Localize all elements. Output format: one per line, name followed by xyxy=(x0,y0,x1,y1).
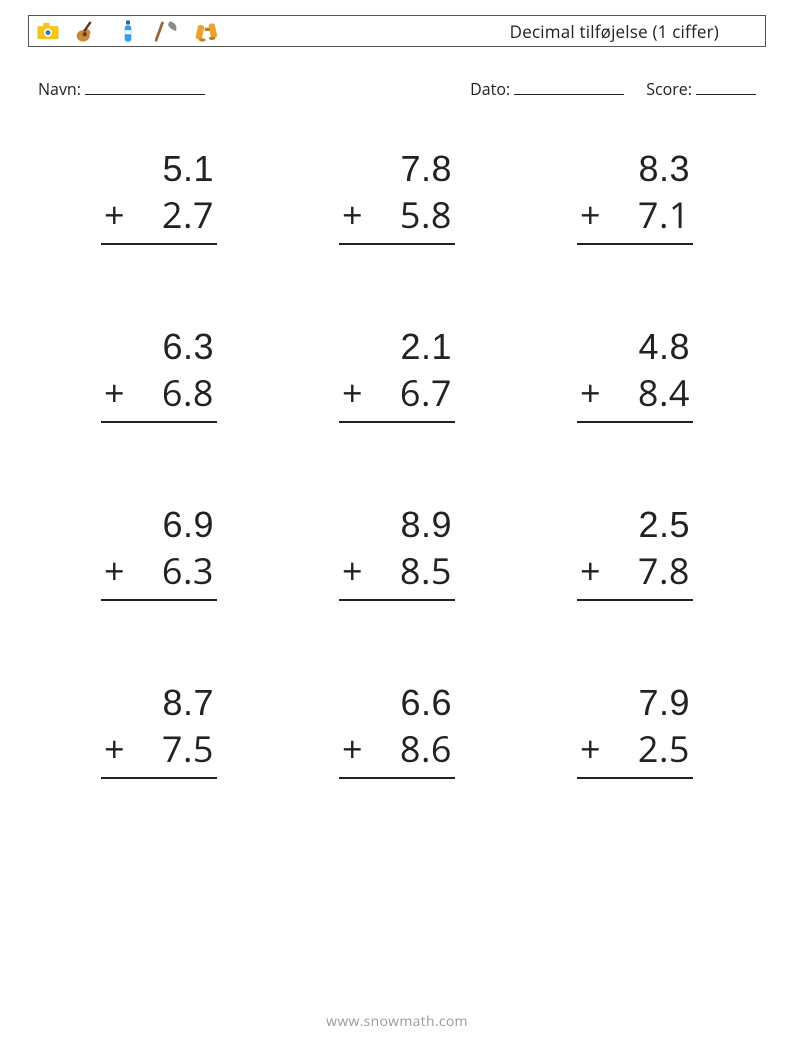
problem-addend-row: +7.1 xyxy=(580,190,690,239)
problem-bottom: 8.5 xyxy=(366,546,452,595)
score-blank[interactable] xyxy=(696,78,756,95)
problem-addend-row: +2.7 xyxy=(104,190,214,239)
plus-sign: + xyxy=(104,368,128,417)
name-blank[interactable] xyxy=(85,78,205,95)
binoculars-icon xyxy=(195,18,221,44)
problem: 8.3+7.1 xyxy=(536,140,734,300)
problem: 4.8+8.4 xyxy=(536,318,734,478)
problem-rule xyxy=(577,243,693,245)
header-bar: Decimal tilføjelse (1 ciffer) xyxy=(28,15,766,47)
problem-top: 4.8 xyxy=(580,326,690,368)
problem-addend-row: +6.7 xyxy=(342,368,452,417)
plus-sign: + xyxy=(580,190,604,239)
plus-sign: + xyxy=(342,724,366,773)
problem: 5.1+2.7 xyxy=(60,140,258,300)
problem-bottom: 8.4 xyxy=(604,368,690,417)
problem-rule xyxy=(339,599,455,601)
plus-sign: + xyxy=(342,190,366,239)
problem-rule xyxy=(101,243,217,245)
problem-bottom: 8.6 xyxy=(366,724,452,773)
problem-rule xyxy=(577,599,693,601)
plus-sign: + xyxy=(580,724,604,773)
problem: 6.6+8.6 xyxy=(298,674,496,834)
problem-bottom: 7.8 xyxy=(604,546,690,595)
problem-top: 6.3 xyxy=(104,326,214,368)
problem: 6.9+6.3 xyxy=(60,496,258,656)
camera-icon xyxy=(35,18,61,44)
plus-sign: + xyxy=(104,724,128,773)
problem: 7.9+2.5 xyxy=(536,674,734,834)
problem: 2.1+6.7 xyxy=(298,318,496,478)
footer-url: www.snowmath.com xyxy=(0,1012,794,1031)
problems-grid: 5.1+2.77.8+5.88.3+7.16.3+6.82.1+6.74.8+8… xyxy=(60,140,734,834)
problem-bottom: 6.3 xyxy=(128,546,214,595)
axe-icon xyxy=(155,18,181,44)
problem-bottom: 5.8 xyxy=(366,190,452,239)
plus-sign: + xyxy=(342,546,366,595)
problem-addend-row: +8.6 xyxy=(342,724,452,773)
problem-bottom: 2.5 xyxy=(604,724,690,773)
problem-addend-row: +2.5 xyxy=(580,724,690,773)
plus-sign: + xyxy=(104,546,128,595)
problem-bottom: 6.7 xyxy=(366,368,452,417)
problem: 7.8+5.8 xyxy=(298,140,496,300)
problem-rule xyxy=(101,421,217,423)
date-blank[interactable] xyxy=(514,78,624,95)
problem-rule xyxy=(339,777,455,779)
plus-sign: + xyxy=(342,368,366,417)
problem-addend-row: +8.4 xyxy=(580,368,690,417)
problem-addend-row: +7.8 xyxy=(580,546,690,595)
problem-bottom: 2.7 xyxy=(128,190,214,239)
problem-rule xyxy=(577,421,693,423)
icons-row xyxy=(35,18,221,44)
score-label: Score: xyxy=(646,78,692,100)
problem-top: 2.1 xyxy=(342,326,452,368)
problem-addend-row: +7.5 xyxy=(104,724,214,773)
problem-addend-row: +5.8 xyxy=(342,190,452,239)
problem-addend-row: +6.3 xyxy=(104,546,214,595)
plus-sign: + xyxy=(580,546,604,595)
problem-top: 8.9 xyxy=(342,504,452,546)
plus-sign: + xyxy=(580,368,604,417)
date-label: Dato: xyxy=(470,78,510,100)
plus-sign: + xyxy=(104,190,128,239)
problem-bottom: 7.5 xyxy=(128,724,214,773)
guitar-icon xyxy=(75,18,101,44)
problem-rule xyxy=(101,599,217,601)
problem-top: 6.9 xyxy=(104,504,214,546)
problem-rule xyxy=(577,777,693,779)
problem-top: 7.8 xyxy=(342,148,452,190)
problem: 6.3+6.8 xyxy=(60,318,258,478)
problem-rule xyxy=(101,777,217,779)
problem: 8.7+7.5 xyxy=(60,674,258,834)
problem-top: 6.6 xyxy=(342,682,452,724)
problem-bottom: 6.8 xyxy=(128,368,214,417)
problem-top: 7.9 xyxy=(580,682,690,724)
problem-top: 8.3 xyxy=(580,148,690,190)
problem-top: 2.5 xyxy=(580,504,690,546)
problem-top: 5.1 xyxy=(104,148,214,190)
problem-rule xyxy=(339,243,455,245)
problem-rule xyxy=(339,421,455,423)
problem-bottom: 7.1 xyxy=(604,190,690,239)
info-row: Navn: Dato: Score: xyxy=(38,78,756,100)
name-field: Navn: xyxy=(38,78,205,100)
problem-top: 8.7 xyxy=(104,682,214,724)
problem-addend-row: +8.5 xyxy=(342,546,452,595)
bottle-icon xyxy=(115,18,141,44)
name-label: Navn: xyxy=(38,78,81,100)
page-title: Decimal tilføjelse (1 ciffer) xyxy=(510,20,759,43)
problem-addend-row: +6.8 xyxy=(104,368,214,417)
problem: 2.5+7.8 xyxy=(536,496,734,656)
problem: 8.9+8.5 xyxy=(298,496,496,656)
